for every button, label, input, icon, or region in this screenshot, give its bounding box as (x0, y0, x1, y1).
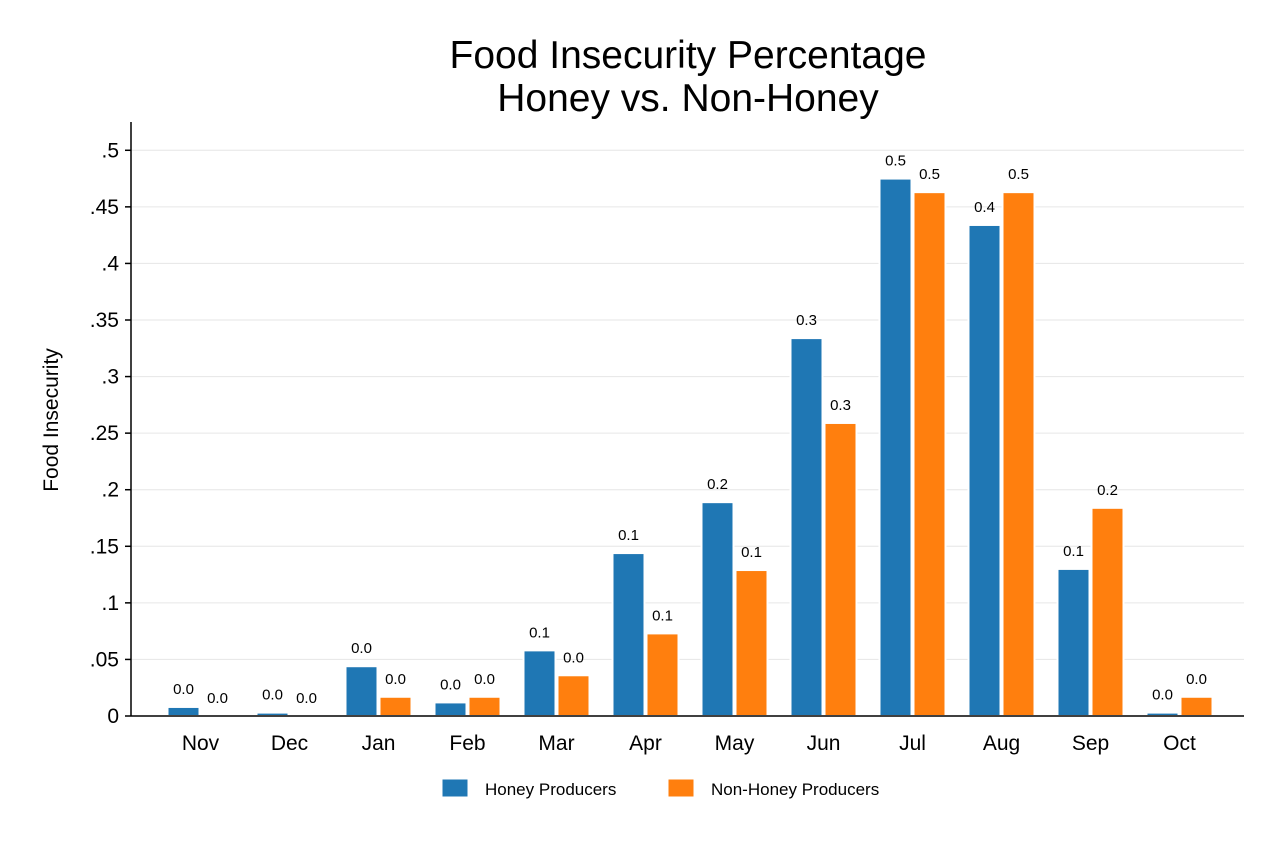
data-label: 0.5 (1008, 166, 1029, 183)
data-label: 0.0 (385, 671, 406, 688)
data-label: 0.0 (440, 676, 461, 693)
legend-swatch (441, 778, 469, 798)
chart-title-line-2: Honey vs. Non-Honey (497, 77, 879, 120)
bar (1179, 695, 1214, 717)
data-label: 0.0 (1152, 687, 1173, 704)
data-label: 0.1 (652, 607, 673, 624)
y-tick-label: .25 (90, 422, 119, 445)
y-tick-label: .3 (101, 366, 119, 389)
data-label: 0.0 (563, 649, 584, 666)
bar (967, 223, 1002, 718)
bar (467, 695, 502, 717)
y-tick-label: .5 (101, 139, 119, 162)
bar (378, 695, 413, 717)
bars (166, 177, 1214, 718)
data-label: 0.2 (1097, 482, 1118, 499)
legend-label: Honey Producers (485, 780, 616, 799)
gridlines (131, 149, 1244, 660)
bar (878, 177, 913, 718)
bar (912, 191, 947, 718)
y-tick-label: .05 (90, 648, 119, 671)
data-label: 0.1 (1063, 543, 1084, 560)
x-tick-label: Jan (362, 732, 396, 755)
x-tick-label: Nov (182, 732, 220, 755)
data-label: 0.0 (351, 640, 372, 657)
y-tick-label: .15 (90, 535, 119, 558)
bar (645, 632, 680, 717)
data-label: 0.5 (919, 166, 940, 183)
bar (433, 701, 468, 717)
bar (700, 501, 735, 717)
y-tick-label: .1 (101, 592, 119, 615)
data-label: 0.0 (1186, 671, 1207, 688)
y-tick-label: .2 (101, 479, 119, 502)
x-tick-label: Oct (1163, 732, 1196, 755)
data-label: 0.0 (296, 690, 317, 707)
bar (522, 649, 557, 717)
x-tick-label: Jun (807, 732, 841, 755)
axes: 0 .05 .1 .15 .2 .25 .3 .35 .4 .45 .5 Nov Dec Jan Feb Ma… (90, 122, 1244, 755)
y-tick-label: 0 (107, 705, 119, 728)
legend: Honey Producers Non-Honey Producers (441, 778, 879, 799)
legend-label: Non-Honey Producers (711, 780, 879, 799)
x-tick-label: Apr (629, 732, 662, 755)
x-tick-label: Jul (899, 732, 926, 755)
chart-title-line-1: Food Insecurity Percentage (450, 34, 927, 77)
bar (1001, 191, 1036, 718)
x-tick-label: Mar (538, 732, 574, 755)
y-tick-label: .35 (90, 309, 119, 332)
data-label: 0.4 (974, 199, 995, 216)
bar (166, 705, 201, 717)
bar (556, 674, 591, 717)
bar (789, 337, 824, 717)
data-label: 0.1 (741, 544, 762, 561)
data-label: 0.5 (885, 153, 906, 170)
data-label: 0.0 (262, 687, 283, 704)
bar (1056, 567, 1091, 718)
data-label: 0.1 (529, 624, 550, 641)
data-label: 0.0 (474, 671, 495, 688)
x-tick-label: Aug (983, 732, 1020, 755)
data-label: 0.1 (618, 527, 639, 544)
bar (344, 665, 379, 718)
x-tick-label: Dec (271, 732, 308, 755)
bar (734, 569, 769, 717)
y-axis-label: Food Insecurity (40, 348, 63, 492)
data-label: 0.2 (707, 476, 728, 493)
x-tick-label: Feb (449, 732, 485, 755)
y-tick-label: .45 (90, 196, 119, 219)
legend-swatch (667, 778, 695, 798)
bar (611, 552, 646, 717)
x-tick-label: Sep (1072, 732, 1109, 755)
x-tick-label: May (715, 732, 755, 755)
data-label: 0.0 (207, 690, 228, 707)
bar (1090, 506, 1125, 717)
data-label: 0.3 (796, 312, 817, 329)
data-label: 0.3 (830, 397, 851, 414)
data-label: 0.0 (173, 681, 194, 698)
data-labels: 0.0 0.0 0.0 0.0 0.0 0.0 0.0 0.0 0.1 0.0 0.1 0.1 0.2 0… (173, 153, 1207, 707)
bar (823, 421, 858, 717)
y-tick-label: .4 (101, 252, 119, 275)
